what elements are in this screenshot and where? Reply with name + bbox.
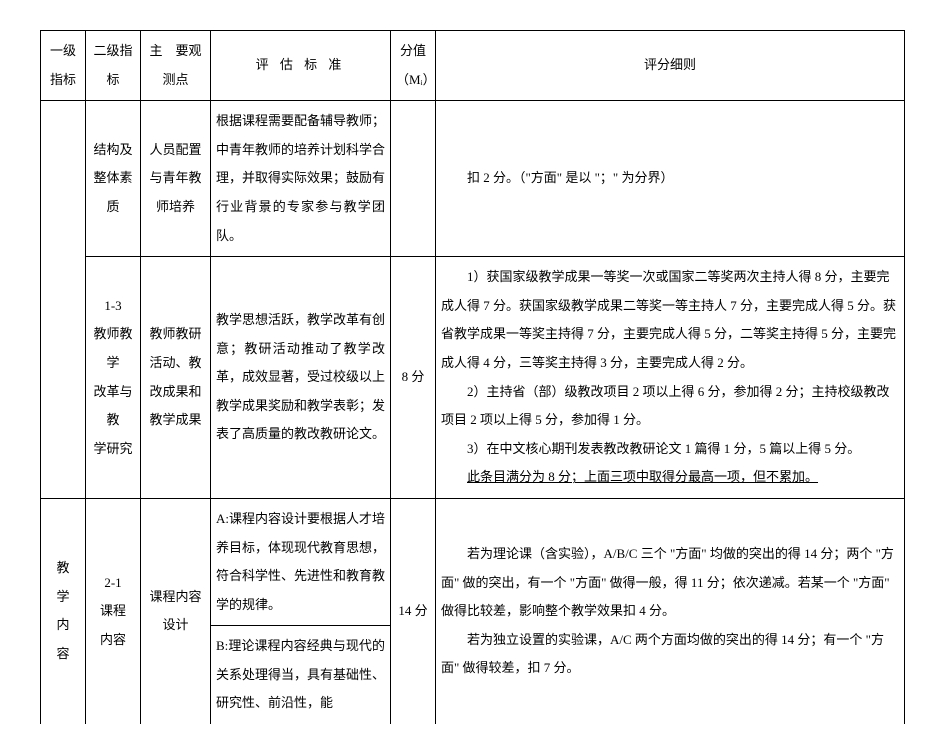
- cell-2-1-l3: 内容: [100, 632, 126, 647]
- rules-2-p2: 2）主持省（部）级教改项目 2 项以上得 6 分，参加得 2 分；主持校级教改项…: [441, 378, 899, 435]
- evaluation-table: 一级指标 二级指标 主 要观测点 评 估 标 准 分值 （Mᵢ） 评分细则 结构…: [40, 30, 905, 724]
- header-score-line2: （Mᵢ）: [396, 72, 436, 87]
- cell-structure-quality: 结构及整体素质: [86, 101, 141, 257]
- rules-2-p3: 3）在中文核心期刊发表教改教研论文 1 篇得 1 分，5 篇以上得 5 分。: [441, 435, 899, 464]
- table-row: 结构及整体素质 人员配置与青年教师培养 根据课程需要配备辅导教师；中青年教师的培…: [41, 101, 905, 257]
- vc2: 学: [46, 583, 80, 612]
- cell-1-3-l1: 1-3: [104, 298, 121, 313]
- rules-3-p2: 若为独立设置的实验课，A/C 两个方面均做的突出的得 14 分；有一个 "方面"…: [441, 626, 899, 683]
- cell-score-2: 8 分: [391, 257, 436, 499]
- header-score: 分值 （Mᵢ）: [391, 31, 436, 101]
- cell-2-1-l2: 课程: [100, 603, 126, 618]
- cell-1-3: 1-3 教师教学 改革与教 学研究: [86, 257, 141, 499]
- header-observation: 主 要观测点: [141, 31, 211, 101]
- cell-rules-1: 扣 2 分。（"方面" 是以 "；" 为分界）: [436, 101, 905, 257]
- cell-staff-training: 人员配置与青年教师培养: [141, 101, 211, 257]
- cell-criteria-1: 根据课程需要配备辅导教师；中青年教师的培养计划科学合理，并取得实际效果；鼓励有行…: [211, 101, 391, 257]
- cell-1-3-l3: 改革与教: [93, 384, 132, 428]
- rules-2-p4: 此条目满分为 8 分；上面三项中取得分最高一项，但不累加。: [441, 463, 899, 492]
- header-level1: 一级指标: [41, 31, 86, 101]
- rules-3-p1: 若为理论课（含实验），A/B/C 三个 "方面" 均做的突出的得 14 分；两个…: [441, 540, 899, 626]
- header-level2: 二级指标: [86, 31, 141, 101]
- cell-level1-empty: [41, 101, 86, 257]
- cell-rules-3: 若为理论课（含实验），A/B/C 三个 "方面" 均做的突出的得 14 分；两个…: [436, 498, 905, 724]
- cell-score-1-empty: [391, 101, 436, 257]
- header-rules: 评分细则: [436, 31, 905, 101]
- cell-criteria-2: 教学思想活跃，教学改革有创意；教研活动推动了教学改革，成效显著，受过校级以上教学…: [211, 257, 391, 499]
- vc4: 容: [46, 640, 80, 669]
- cell-teacher-research: 教师教研活动、教改成果和教学成果: [141, 257, 211, 499]
- cell-criteria-3b: B:理论课程内容经典与现代的关系处理得当，具有基础性、研究性、前沿性，能: [211, 626, 391, 724]
- vc1: 教: [46, 554, 80, 583]
- cell-1-3-l4: 学研究: [93, 441, 132, 456]
- table-header-row: 一级指标 二级指标 主 要观测点 评 估 标 准 分值 （Mᵢ） 评分细则: [41, 31, 905, 101]
- table-row: 教 学 内 容 2-1 课程 内容 课程内容设计 A:课程内容设计要根据人才培养…: [41, 498, 905, 625]
- cell-score-3: 14 分: [391, 498, 436, 724]
- cell-2-1-l1: 2-1: [104, 575, 121, 590]
- cell-1-3-l2: 教师教学: [93, 326, 132, 370]
- cell-2-1: 2-1 课程 内容: [86, 498, 141, 724]
- header-criteria: 评 估 标 准: [211, 31, 391, 101]
- header-score-line1: 分值: [400, 43, 426, 58]
- cell-level1-empty2: [41, 257, 86, 499]
- cell-rules-2: 1）获国家级教学成果一等奖一次或国家二等奖两次主持人得 8 分，主要完成人得 7…: [436, 257, 905, 499]
- table-row: 1-3 教师教学 改革与教 学研究 教师教研活动、教改成果和教学成果 教学思想活…: [41, 257, 905, 499]
- rules-2-p1: 1）获国家级教学成果一等奖一次或国家二等奖两次主持人得 8 分，主要完成人得 7…: [441, 263, 899, 377]
- cell-teaching-content: 教 学 内 容: [41, 498, 86, 724]
- cell-criteria-3a: A:课程内容设计要根据人才培养目标，体现现代教育思想，符合科学性、先进性和教育教…: [211, 498, 391, 625]
- cell-course-design: 课程内容设计: [141, 498, 211, 724]
- vc3: 内: [46, 611, 80, 640]
- rules-1-text: 扣 2 分。（"方面" 是以 "；" 为分界）: [441, 164, 899, 193]
